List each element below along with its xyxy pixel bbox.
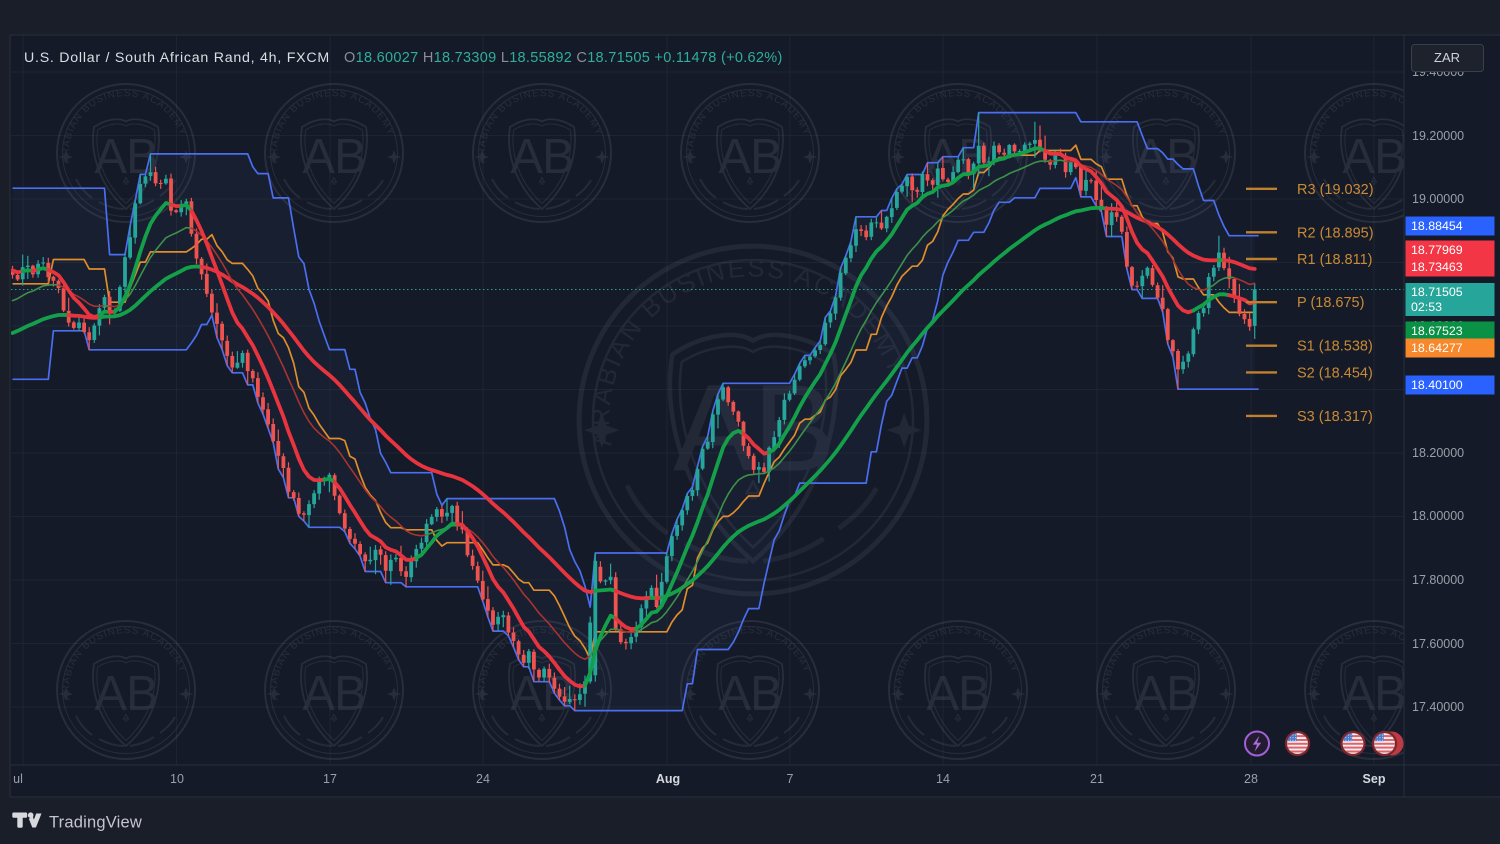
svg-text:18.40100: 18.40100 — [1411, 378, 1463, 392]
svg-text:S1 (18.538): S1 (18.538) — [1297, 339, 1373, 355]
svg-text:S3 (18.317): S3 (18.317) — [1297, 409, 1373, 425]
svg-text:U.S. Dollar / South African Ra: U.S. Dollar / South African Rand, 4h, FX… — [24, 50, 330, 66]
svg-text:19.20000: 19.20000 — [1412, 129, 1464, 143]
svg-text:18.20000: 18.20000 — [1412, 446, 1464, 460]
svg-text:19.00000: 19.00000 — [1412, 192, 1464, 206]
svg-text:18.73463: 18.73463 — [1411, 260, 1463, 274]
svg-text:7: 7 — [787, 772, 794, 786]
svg-text:R1 (18.811): R1 (18.811) — [1297, 252, 1373, 268]
svg-text:17: 17 — [323, 772, 337, 786]
svg-text:R3 (19.032): R3 (19.032) — [1297, 182, 1374, 198]
svg-text:14: 14 — [936, 772, 950, 786]
svg-text:18.88454: 18.88454 — [1411, 219, 1463, 233]
svg-text:S2 (18.454): S2 (18.454) — [1297, 365, 1373, 381]
svg-text:18.77969: 18.77969 — [1411, 243, 1463, 257]
svg-text:17.60000: 17.60000 — [1412, 637, 1464, 651]
svg-text:18.71505: 18.71505 — [1411, 285, 1463, 299]
svg-text:10: 10 — [170, 772, 184, 786]
svg-text:Sep: Sep — [1363, 772, 1386, 786]
svg-text:ZAR: ZAR — [1434, 50, 1460, 65]
svg-text:R2 (18.895): R2 (18.895) — [1297, 225, 1374, 241]
svg-text:24: 24 — [476, 772, 490, 786]
svg-text:17.40000: 17.40000 — [1412, 700, 1464, 714]
svg-text:Aug: Aug — [656, 772, 680, 786]
svg-text:18.00000: 18.00000 — [1412, 509, 1464, 523]
svg-text:TradingView: TradingView — [49, 814, 142, 832]
svg-text:ul: ul — [13, 772, 23, 786]
svg-text:18.67523: 18.67523 — [1411, 324, 1463, 338]
svg-text:18.64277: 18.64277 — [1411, 341, 1463, 355]
svg-text:02:53: 02:53 — [1411, 300, 1442, 314]
svg-text:17.80000: 17.80000 — [1412, 573, 1464, 587]
svg-text:28: 28 — [1244, 772, 1258, 786]
svg-text:O18.60027 H18.73309 L18.5589: O18.60027 H18.73309 L18.55892 C18.71505 … — [344, 50, 783, 66]
svg-text:P (18.675): P (18.675) — [1297, 295, 1364, 311]
svg-text:21: 21 — [1090, 772, 1104, 786]
